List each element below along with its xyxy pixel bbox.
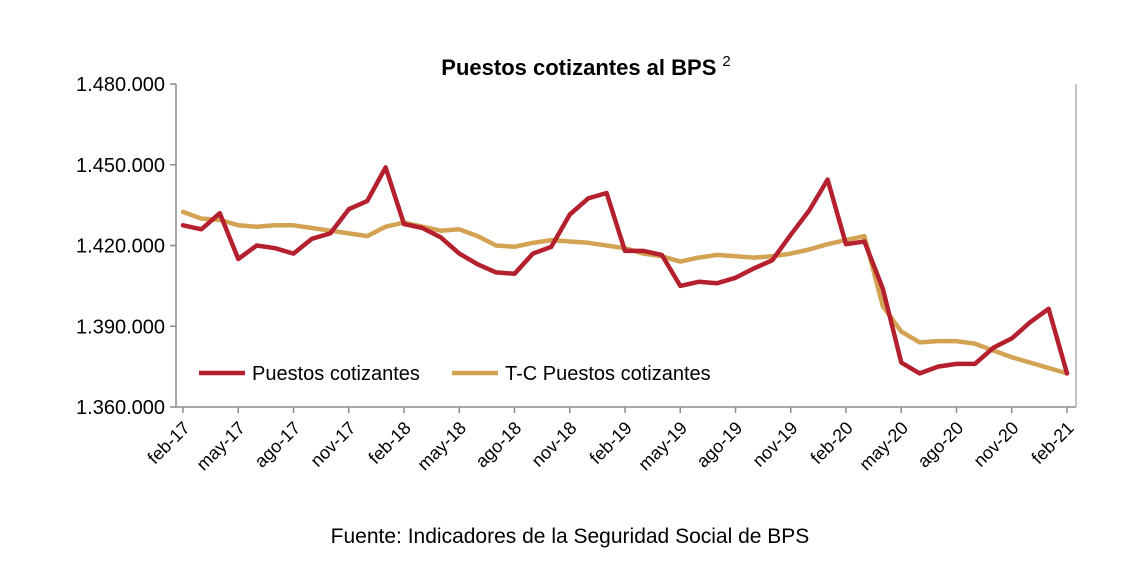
x-tick-label: feb-19 bbox=[586, 418, 636, 468]
x-tick-label: nov-17 bbox=[307, 418, 360, 471]
x-tick-label: feb-20 bbox=[807, 418, 857, 468]
source-note: Fuente: Indicadores de la Seguridad Soci… bbox=[331, 525, 810, 548]
y-tick-label: 1.420.000 bbox=[76, 236, 165, 258]
series-line-puestos-cotizantes bbox=[180, 165, 1070, 376]
x-tick-label: feb-17 bbox=[144, 418, 194, 468]
x-tick-label: nov-20 bbox=[970, 418, 1023, 471]
chart-title-text: Puestos cotizantes al BPS bbox=[441, 55, 716, 80]
x-tick-label: ago-18 bbox=[472, 418, 526, 472]
y-tick-label: 1.450.000 bbox=[76, 155, 165, 177]
legend: Puestos cotizantes T-C Puestos cotizante… bbox=[199, 363, 711, 385]
chart-title: Puestos cotizantes al BPS 2 bbox=[441, 53, 730, 80]
x-tick-label: feb-18 bbox=[365, 418, 415, 468]
x-tick-label: may-18 bbox=[413, 418, 470, 475]
axes bbox=[175, 84, 1077, 408]
x-tick-label: may-19 bbox=[634, 418, 691, 475]
y-ticks: 1.360.000 1.390.000 1.420.000 1.450.000 1.48… bbox=[76, 74, 176, 419]
x-tick-label: ago-19 bbox=[693, 418, 747, 472]
y-tick-label: 1.360.000 bbox=[76, 397, 165, 419]
x-tick-label: may-17 bbox=[192, 418, 249, 475]
x-tick-label: may-20 bbox=[855, 418, 912, 475]
chart-title-superscript: 2 bbox=[722, 53, 730, 70]
x-tick-label: nov-18 bbox=[528, 418, 581, 471]
series-lines bbox=[180, 165, 1070, 376]
x-tick-label: nov-19 bbox=[749, 418, 802, 471]
y-tick-label: 1.390.000 bbox=[76, 316, 165, 338]
legend-label-puestos: Puestos cotizantes bbox=[252, 363, 420, 385]
y-tick-label: 1.480.000 bbox=[76, 74, 165, 96]
legend-label-tc: T-C Puestos cotizantes bbox=[505, 363, 711, 385]
x-tick-label: ago-17 bbox=[251, 418, 305, 472]
x-tick-label: feb-21 bbox=[1028, 418, 1078, 468]
x-tick-label: ago-20 bbox=[914, 418, 968, 472]
